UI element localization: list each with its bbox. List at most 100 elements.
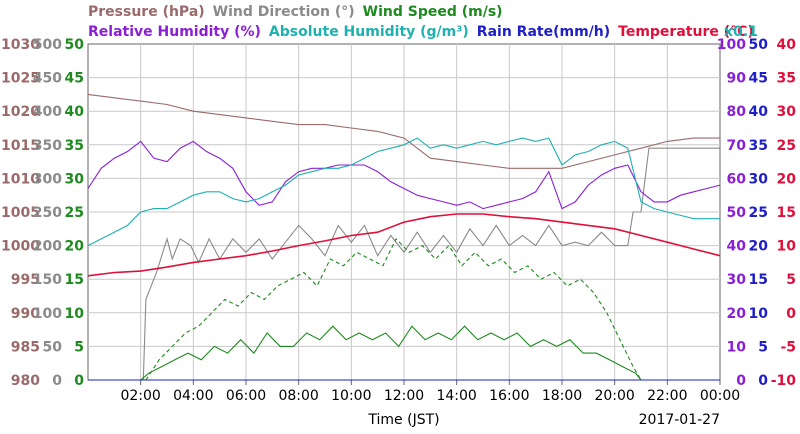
series-relative-humidity bbox=[87, 140, 721, 210]
ytick-wind-speed: 5 bbox=[74, 339, 84, 355]
ytick-pressure: 990 bbox=[11, 306, 40, 322]
ytick-pressure: 1015 bbox=[1, 138, 40, 154]
ytick-pressure: 980 bbox=[11, 373, 40, 389]
legend-entry-temperature-c: Temperature (°C) bbox=[618, 24, 754, 40]
ytick-wind-speed: 15 bbox=[65, 272, 84, 288]
xtick-label: 08:00 bbox=[278, 388, 318, 404]
legend-entry-relative-humidity: Relative Humidity (%) bbox=[88, 24, 261, 40]
ytick-rain-rate: 35 bbox=[749, 138, 768, 154]
ytick-temperature: 10 bbox=[777, 239, 797, 255]
series-group bbox=[87, 93, 721, 381]
xtick-label: 14:00 bbox=[436, 388, 476, 404]
xtick-label: 22:00 bbox=[647, 388, 687, 404]
xtick-label: 10:00 bbox=[331, 388, 371, 404]
ytick-pressure: 1030 bbox=[1, 37, 40, 53]
legend-entry-wind-direction: Wind Direction (°) bbox=[213, 4, 355, 20]
ytick-temperature: 15 bbox=[777, 205, 796, 221]
ytick-temperature: 20 bbox=[777, 171, 797, 187]
ytick-humidity: 40 bbox=[727, 239, 747, 255]
series-absolute-humidity-g-m bbox=[87, 137, 720, 247]
ytick-rain-rate: 5 bbox=[758, 339, 768, 355]
xtick-label: 12:00 bbox=[384, 388, 424, 404]
xtick-label: 04:00 bbox=[173, 388, 213, 404]
ytick-temperature: 25 bbox=[777, 138, 796, 154]
ytick-temperature: -10 bbox=[771, 373, 797, 389]
ytick-wind-direction: 150 bbox=[33, 272, 62, 288]
ytick-rain-rate: 50 bbox=[749, 37, 769, 53]
ytick-rain-rate: 25 bbox=[749, 205, 768, 221]
ytick-rain-rate: 0 bbox=[758, 373, 768, 389]
ytick-rain-rate: 10 bbox=[749, 306, 769, 322]
legend-row-2: Relative Humidity (%) Absolute Humidity (… bbox=[88, 24, 754, 40]
ytick-pressure: 1020 bbox=[1, 104, 40, 120]
series-temperature-c bbox=[87, 213, 721, 277]
legend: Pressure (hPa) Wind Direction (°) Wind Spe… bbox=[88, 4, 758, 40]
ytick-pressure: 1000 bbox=[1, 239, 40, 255]
date-label: 2017-01-27 bbox=[639, 412, 720, 428]
ytick-humidity: 0 bbox=[736, 373, 746, 389]
ytick-wind-speed: 35 bbox=[65, 138, 84, 154]
ytick-pressure: 1025 bbox=[1, 71, 40, 87]
xtick-label: 20:00 bbox=[594, 388, 634, 404]
xtick-label: 00:00 bbox=[700, 388, 740, 404]
legend-entry-rain-rate-mm-h: Rain Rate(mm/h) bbox=[477, 24, 610, 40]
legend-entry-wind-speed-m-s: Wind Speed (m/s) bbox=[363, 4, 503, 20]
ytick-wind-speed: 10 bbox=[65, 306, 85, 322]
ytick-wind-direction: 400 bbox=[33, 104, 62, 120]
y-axes: 1030102510201015101010051000995990985980… bbox=[1, 37, 796, 389]
ytick-wind-direction: 50 bbox=[43, 339, 63, 355]
x-axis-label: Time (JST) bbox=[367, 412, 439, 428]
ytick-wind-speed: 40 bbox=[65, 104, 85, 120]
ytick-pressure: 985 bbox=[11, 339, 40, 355]
ytick-pressure: 1005 bbox=[1, 205, 40, 221]
ytick-wind-direction: 200 bbox=[33, 239, 62, 255]
ytick-humidity: 20 bbox=[727, 306, 747, 322]
ytick-temperature: 30 bbox=[777, 104, 797, 120]
ytick-temperature: -5 bbox=[780, 339, 796, 355]
legend-row-1: Pressure (hPa) Wind Direction (°) Wind Spe… bbox=[88, 4, 503, 20]
ytick-rain-rate: 40 bbox=[749, 104, 769, 120]
ytick-wind-direction: 450 bbox=[33, 71, 62, 87]
ytick-temperature: 5 bbox=[786, 272, 796, 288]
ytick-humidity: 30 bbox=[727, 272, 747, 288]
legend-entry-pressure-hpa: Pressure (hPa) bbox=[88, 4, 205, 20]
xtick-label: 18:00 bbox=[542, 388, 582, 404]
ytick-wind-speed: 25 bbox=[65, 205, 84, 221]
ytick-wind-speed: 30 bbox=[65, 171, 85, 187]
series-wind-speed-gust-m-s bbox=[145, 237, 642, 381]
ytick-humidity: 100 bbox=[717, 37, 746, 53]
ytick-wind-speed: 20 bbox=[65, 239, 85, 255]
ytick-wind-direction: 300 bbox=[33, 171, 62, 187]
ytick-temperature: 40 bbox=[777, 37, 797, 53]
ytick-wind-direction: 100 bbox=[33, 306, 62, 322]
ytick-temperature: 0 bbox=[786, 306, 796, 322]
ytick-wind-direction: 350 bbox=[33, 138, 62, 154]
ytick-rain-rate: 30 bbox=[749, 171, 769, 187]
series-wind-speed-m-s bbox=[140, 325, 642, 381]
ytick-humidity: 80 bbox=[727, 104, 747, 120]
ytick-wind-speed: 0 bbox=[74, 373, 84, 389]
ytick-wind-direction: 250 bbox=[33, 205, 62, 221]
ytick-rain-rate: 45 bbox=[749, 71, 768, 87]
ytick-humidity: 10 bbox=[727, 339, 747, 355]
ytick-humidity: 50 bbox=[727, 205, 747, 221]
ytick-humidity: 90 bbox=[727, 71, 747, 87]
xtick-label: 06:00 bbox=[226, 388, 266, 404]
ytick-temperature: 35 bbox=[777, 71, 796, 87]
ytick-humidity: 60 bbox=[727, 171, 747, 187]
multiplier-note: x0.1 bbox=[724, 24, 758, 40]
ytick-rain-rate: 20 bbox=[749, 239, 769, 255]
xtick-label: 16:00 bbox=[489, 388, 529, 404]
series-pressure-hpa bbox=[87, 93, 720, 169]
legend-entry-absolute-humidity-g-m: Absolute Humidity (g/m³) bbox=[269, 24, 469, 40]
ytick-wind-direction: 0 bbox=[52, 373, 62, 389]
ytick-pressure: 995 bbox=[11, 272, 40, 288]
xtick-label: 02:00 bbox=[120, 388, 160, 404]
ytick-rain-rate: 15 bbox=[749, 272, 768, 288]
ytick-wind-speed: 50 bbox=[65, 37, 85, 53]
ytick-wind-direction: 500 bbox=[33, 37, 62, 53]
ytick-pressure: 1010 bbox=[1, 171, 40, 187]
series-wind-direction bbox=[142, 147, 720, 381]
ytick-humidity: 70 bbox=[727, 138, 747, 154]
